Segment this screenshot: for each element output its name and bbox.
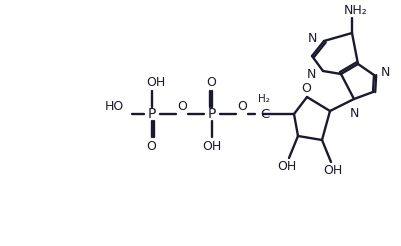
Text: C: C [260,108,269,121]
Text: HO: HO [105,99,124,112]
Text: H₂: H₂ [258,94,270,104]
Text: N: N [307,67,316,80]
Text: O: O [146,140,156,154]
Text: N: N [308,31,317,45]
Text: P: P [148,107,156,121]
Text: O: O [301,82,311,95]
Text: N: N [349,107,358,120]
Text: P: P [208,107,216,121]
Text: O: O [206,76,216,89]
Text: O: O [177,99,187,112]
Text: N: N [381,65,391,78]
Text: OH: OH [277,160,297,173]
Text: O: O [237,99,247,112]
Text: OH: OH [146,76,166,89]
Text: OH: OH [203,140,222,154]
Text: NH₂: NH₂ [344,4,368,17]
Text: OH: OH [323,165,342,178]
